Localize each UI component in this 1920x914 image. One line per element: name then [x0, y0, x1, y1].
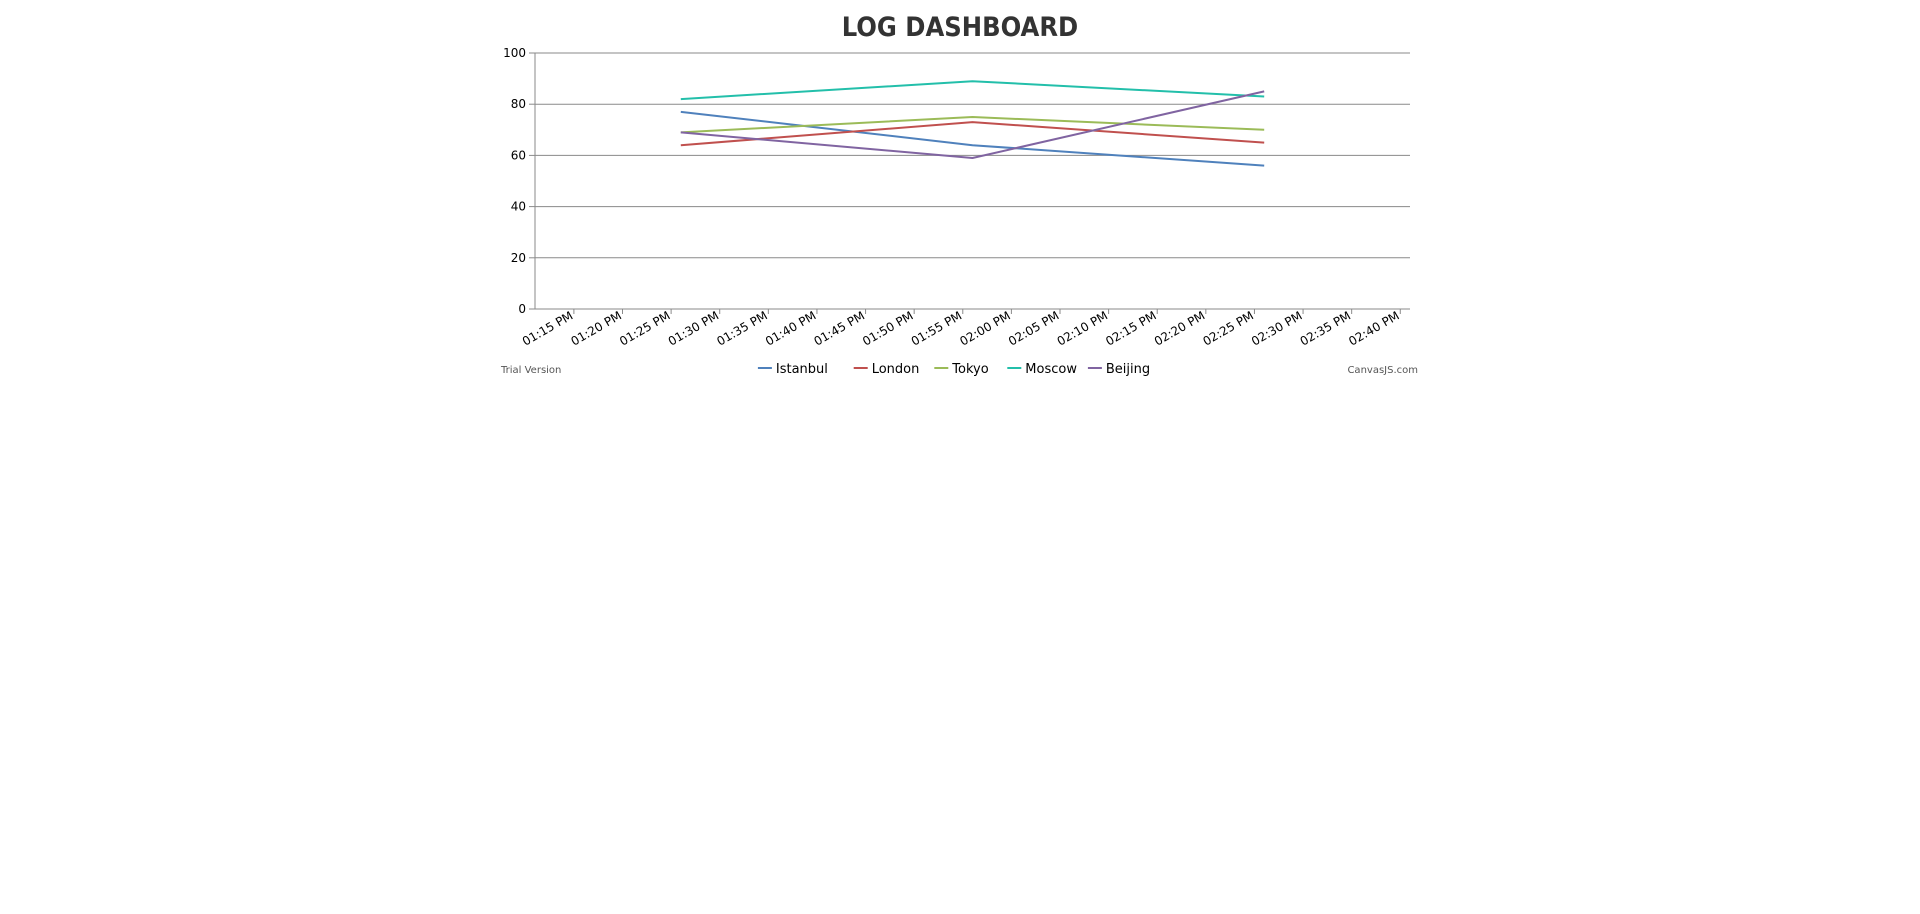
x-tick-label: 01:40 PM — [763, 308, 818, 348]
x-tick-label: 02:05 PM — [1006, 308, 1061, 348]
x-tick-label: 02:00 PM — [957, 308, 1012, 348]
legend-item-beijing[interactable]: Beijing — [1087, 362, 1150, 377]
y-tick-label: 100 — [503, 46, 526, 60]
x-tick-label: 02:30 PM — [1249, 308, 1304, 348]
series-line-london[interactable] — [680, 121, 1265, 147]
x-tick-label: 01:45 PM — [812, 308, 867, 348]
legend-item-istanbul[interactable]: Istanbul — [757, 362, 828, 377]
y-tick-label: 60 — [511, 148, 526, 162]
canvasjs-credit-link[interactable]: CanvasJS.com — [1347, 365, 1418, 376]
x-tick-label: 02:10 PM — [1055, 308, 1110, 348]
x-tick-label: 01:30 PM — [666, 308, 721, 348]
chart-title: LOG DASHBOARD — [842, 12, 1078, 43]
series-line-beijing[interactable] — [680, 90, 1265, 159]
legend-item-tokyo[interactable]: Tokyo — [934, 362, 989, 377]
legend-item-moscow[interactable]: Moscow — [1007, 362, 1077, 377]
x-tick-label: 01:25 PM — [617, 308, 672, 348]
legend: Istanbul London Tokyo Moscow Beijing — [757, 362, 1150, 377]
grid-lines — [535, 52, 1410, 310]
series-lines — [680, 80, 1265, 167]
x-tick-label: 02:35 PM — [1298, 308, 1353, 348]
legend-label: Beijing — [1106, 362, 1150, 377]
x-tick-label: 02:20 PM — [1152, 308, 1207, 348]
x-tick-label: 02:25 PM — [1200, 308, 1255, 348]
y-tick-label: 20 — [511, 251, 526, 265]
x-tick-label: 01:15 PM — [520, 308, 575, 348]
series-line-tokyo[interactable] — [680, 116, 1265, 134]
trial-version-label: Trial Version — [500, 365, 561, 376]
y-tick-label: 40 — [511, 200, 526, 214]
x-tick-label: 01:55 PM — [909, 308, 964, 348]
y-tick-label: 0 — [518, 302, 526, 316]
x-tick-label: 02:15 PM — [1103, 308, 1158, 348]
legend-item-london[interactable]: London — [853, 362, 920, 377]
x-tick-label: 01:50 PM — [860, 308, 915, 348]
x-tick-label: 01:20 PM — [569, 308, 624, 348]
y-tick-label: 80 — [511, 97, 526, 111]
series-line-istanbul[interactable] — [680, 110, 1265, 167]
x-tick-label: 02:40 PM — [1346, 308, 1401, 348]
legend-label: Tokyo — [951, 362, 988, 377]
x-tick-label: 01:35 PM — [714, 308, 769, 348]
legend-label: Moscow — [1025, 362, 1077, 377]
legend-label: London — [872, 362, 920, 377]
legend-label: Istanbul — [776, 362, 828, 377]
series-line-moscow[interactable] — [680, 80, 1265, 101]
